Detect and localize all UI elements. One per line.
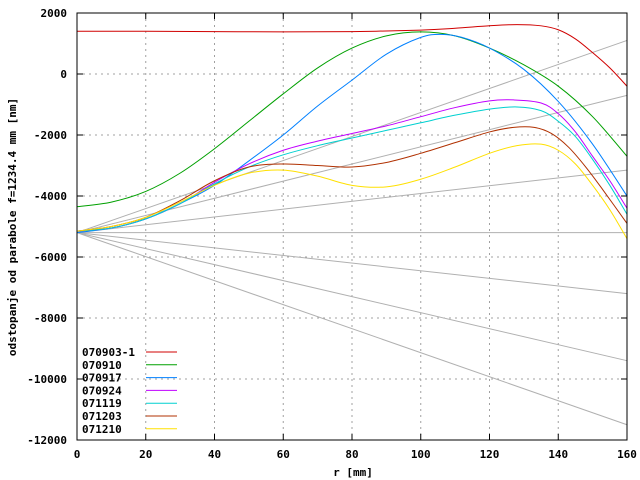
series-line-071119 xyxy=(76,106,628,232)
y-tick-label: -10000 xyxy=(27,373,67,386)
legend-label: 070924 xyxy=(82,384,122,397)
y-tick-label: 0 xyxy=(60,68,67,81)
y-axis-ticks: 2000 0 -2000 -4000 -6000 -8000 -10000 -12000 xyxy=(27,7,627,447)
x-tick-label: 160 xyxy=(617,448,637,461)
x-tick-label: 100 xyxy=(411,448,431,461)
reference-line xyxy=(76,39,628,234)
y-tick-label: -2000 xyxy=(34,129,67,142)
series-line-070910 xyxy=(76,31,628,208)
y-tick-label: -12000 xyxy=(27,434,67,447)
x-tick-label: 60 xyxy=(277,448,290,461)
x-axis-label: r [mm] xyxy=(333,466,373,479)
y-tick-label: 2000 xyxy=(41,7,68,20)
series-line-070903-1 xyxy=(76,24,628,87)
legend-label: 070903-1 xyxy=(82,346,135,359)
x-tick-label: 0 xyxy=(74,448,81,461)
y-axis-label: odstopanje od parabole f=1234.4 mm [nm] xyxy=(6,98,19,356)
y-tick-label: -4000 xyxy=(34,190,67,203)
x-tick-label: 20 xyxy=(139,448,152,461)
legend-label: 070917 xyxy=(82,372,122,385)
series-line-071203 xyxy=(76,126,628,232)
legend-label: 071203 xyxy=(82,410,122,423)
series-line-071210 xyxy=(76,143,628,239)
legend-label: 071210 xyxy=(82,423,122,436)
legend-label: 070910 xyxy=(82,359,122,372)
reference-line xyxy=(76,232,628,295)
x-tick-label: 40 xyxy=(208,448,221,461)
reference-line xyxy=(76,169,628,234)
x-tick-label: 120 xyxy=(480,448,500,461)
legend: 070903-107091007091707092407111907120307… xyxy=(82,346,177,436)
x-tick-label: 80 xyxy=(345,448,358,461)
y-tick-label: -6000 xyxy=(34,251,67,264)
legend-label: 071119 xyxy=(82,397,122,410)
x-tick-label: 140 xyxy=(548,448,568,461)
x-axis-ticks: 0 20 40 60 80 100 120 140 160 xyxy=(74,13,637,461)
grid xyxy=(77,13,627,440)
y-tick-label: -8000 xyxy=(34,312,67,325)
reference-line xyxy=(76,232,628,426)
reference-line xyxy=(76,232,628,362)
series-layer xyxy=(76,24,628,239)
